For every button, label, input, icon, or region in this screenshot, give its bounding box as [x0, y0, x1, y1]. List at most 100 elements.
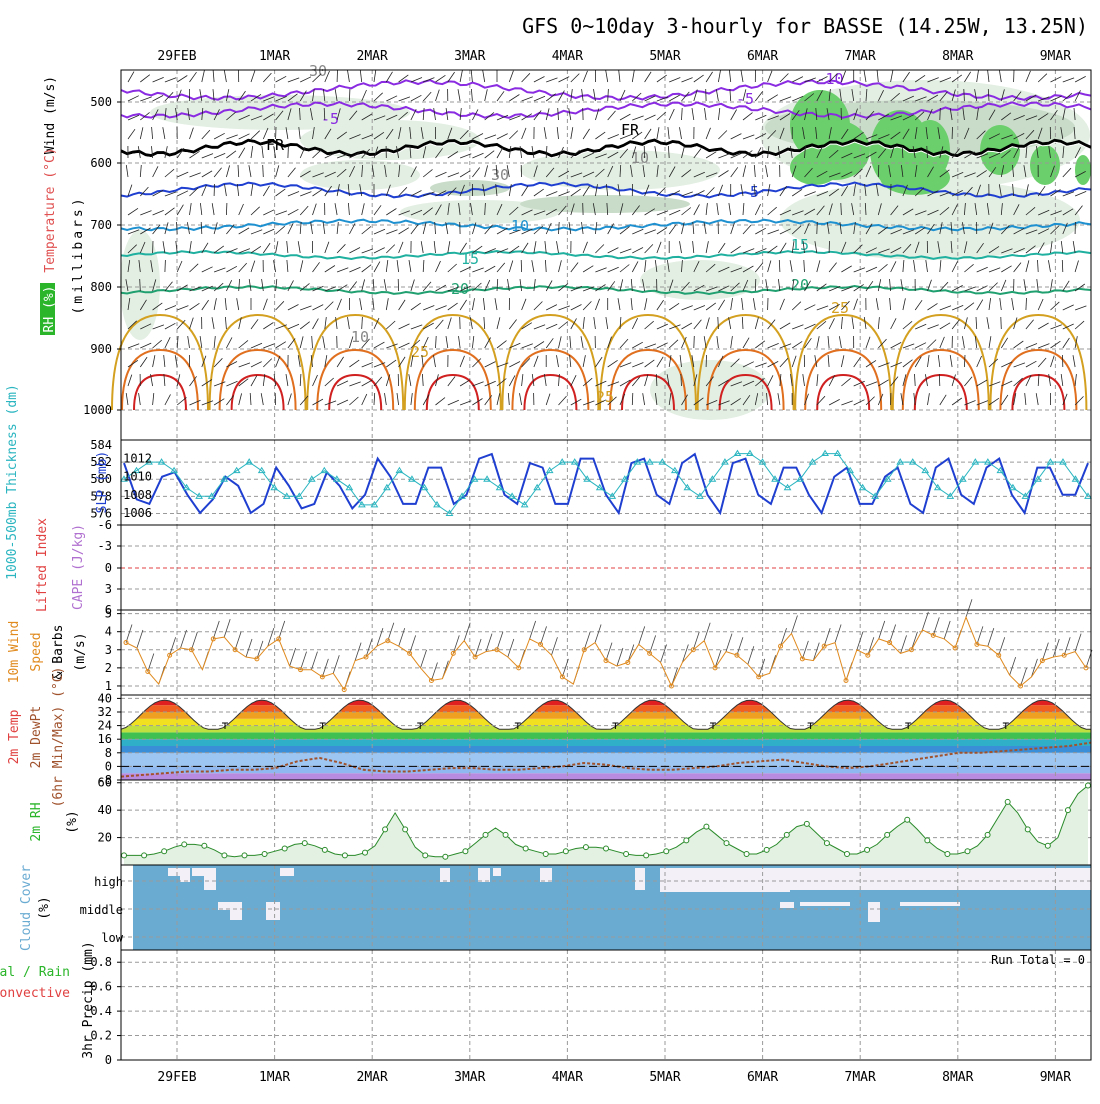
precip-panel: 0.80.60.40.20 Run Total = 0 Total / Rain…	[0, 941, 1091, 1067]
ylabel-cloud-cover: Cloud Cover	[19, 865, 34, 951]
wind-barb-10m	[399, 628, 405, 646]
cloud-mid-block	[900, 902, 960, 906]
cloud-high-block	[493, 868, 501, 876]
date-label-bottom: 8MAR	[942, 1070, 973, 1085]
ylabel-slp: SLP (mb)	[95, 451, 110, 514]
rh-point	[363, 850, 368, 855]
wind-barb	[940, 108, 941, 120]
date-label-top: 3MAR	[454, 49, 485, 64]
tick-label: 3	[105, 582, 112, 596]
wind-barb-10m	[584, 632, 590, 650]
temp-band	[121, 746, 1091, 753]
ylabel-2m-dewpt: 2m DewPt	[29, 706, 44, 769]
wind-barb-10m	[311, 652, 317, 670]
slp-grid	[121, 440, 1091, 525]
wind-grid	[121, 610, 1091, 695]
wind-barb-10m	[148, 653, 154, 671]
rh-point	[945, 852, 950, 857]
wind-barb-10m	[737, 637, 743, 655]
contour-label: 10	[351, 328, 369, 346]
tick-label: 0	[105, 759, 112, 773]
tick-label: 40	[98, 803, 112, 817]
tick-label: 32	[98, 705, 112, 719]
rh-point	[704, 824, 709, 829]
wind-barb-10m	[726, 634, 732, 652]
rh-point	[1086, 783, 1091, 788]
date-label-top: 29FEB	[157, 49, 196, 64]
rh-point	[664, 849, 669, 854]
wind-barb-10m	[191, 632, 197, 650]
cloud-high-block	[440, 868, 450, 882]
wind-barb-10m	[246, 639, 252, 657]
tick-label: -6	[98, 518, 112, 532]
wind-barb-10m	[551, 637, 557, 655]
wind-barb-10m	[824, 628, 830, 646]
wind-barb	[755, 279, 756, 291]
date-label-bottom: 7MAR	[845, 1070, 876, 1085]
wind-barb-10m	[453, 635, 459, 653]
wind-barb-10m	[224, 619, 230, 637]
wind-barb-10m	[748, 646, 754, 664]
thickness-marker	[734, 451, 740, 456]
wind-barb-10m	[966, 599, 972, 617]
tick-label: 60	[98, 776, 112, 790]
temp-band	[121, 766, 1091, 773]
contour-label: -10	[816, 70, 843, 88]
temp-band	[121, 739, 1091, 746]
precip-grid	[121, 950, 1091, 1060]
wind-speed-line	[126, 617, 1086, 689]
tick-label: 600	[90, 156, 112, 170]
wind-barb-10m	[715, 650, 721, 668]
rh-point	[383, 827, 388, 832]
tick-label: 8	[105, 746, 112, 760]
rh-point	[644, 853, 649, 858]
wind-barb-10m	[410, 635, 416, 653]
wind-barb-10m	[781, 628, 787, 646]
cloud-level-high: high	[94, 875, 123, 889]
rh-point	[202, 843, 207, 848]
chart-title: GFS 0~10day 3-hourly for BASSE (14.25W, …	[522, 14, 1088, 38]
rh-moist-patch	[1075, 155, 1091, 185]
slp-line	[124, 454, 1088, 513]
wind-barb-10m	[355, 643, 361, 661]
rh-point	[222, 853, 227, 858]
rh-point	[242, 853, 247, 858]
wind-barb-10m	[639, 626, 645, 644]
ylabel-precip: 3hr Precip (mm)	[81, 941, 96, 1058]
rh-point	[523, 846, 528, 851]
ylabel-speed: Speed	[29, 632, 44, 671]
tick-label: 0	[105, 1053, 112, 1067]
ylabel-convective: Convective	[0, 986, 70, 1001]
rh-point	[563, 849, 568, 854]
date-label-top: 5MAR	[649, 49, 680, 64]
wind-barb-10m	[1053, 639, 1059, 657]
wind-barb-10m	[595, 625, 601, 643]
temp-band	[121, 705, 1091, 712]
wind-barb-10m	[944, 621, 950, 639]
rh-point	[423, 853, 428, 858]
thickness-marker	[747, 451, 753, 456]
wind-barb-10m	[890, 625, 896, 643]
ylabel-rh-unit: (%)	[65, 810, 80, 833]
contour-label: 15	[461, 250, 479, 268]
cloud-mid-block	[800, 902, 850, 906]
tick-label: 1000	[83, 403, 112, 417]
rh-point	[604, 846, 609, 851]
cloud-mid-block	[868, 902, 880, 922]
wind-barb-10m	[988, 628, 994, 646]
rh-point	[1065, 808, 1070, 813]
rh-point	[282, 846, 287, 851]
ylabel-10m-wind: 10m Wind	[7, 621, 22, 684]
rh-shade	[640, 260, 760, 300]
tick-label: 40	[98, 691, 112, 705]
wind-barb	[1001, 317, 1002, 329]
rh-point	[302, 841, 307, 846]
temp-band	[121, 773, 1091, 780]
rh-point	[443, 854, 448, 859]
rh-series	[122, 783, 1091, 865]
rh-point	[342, 853, 347, 858]
